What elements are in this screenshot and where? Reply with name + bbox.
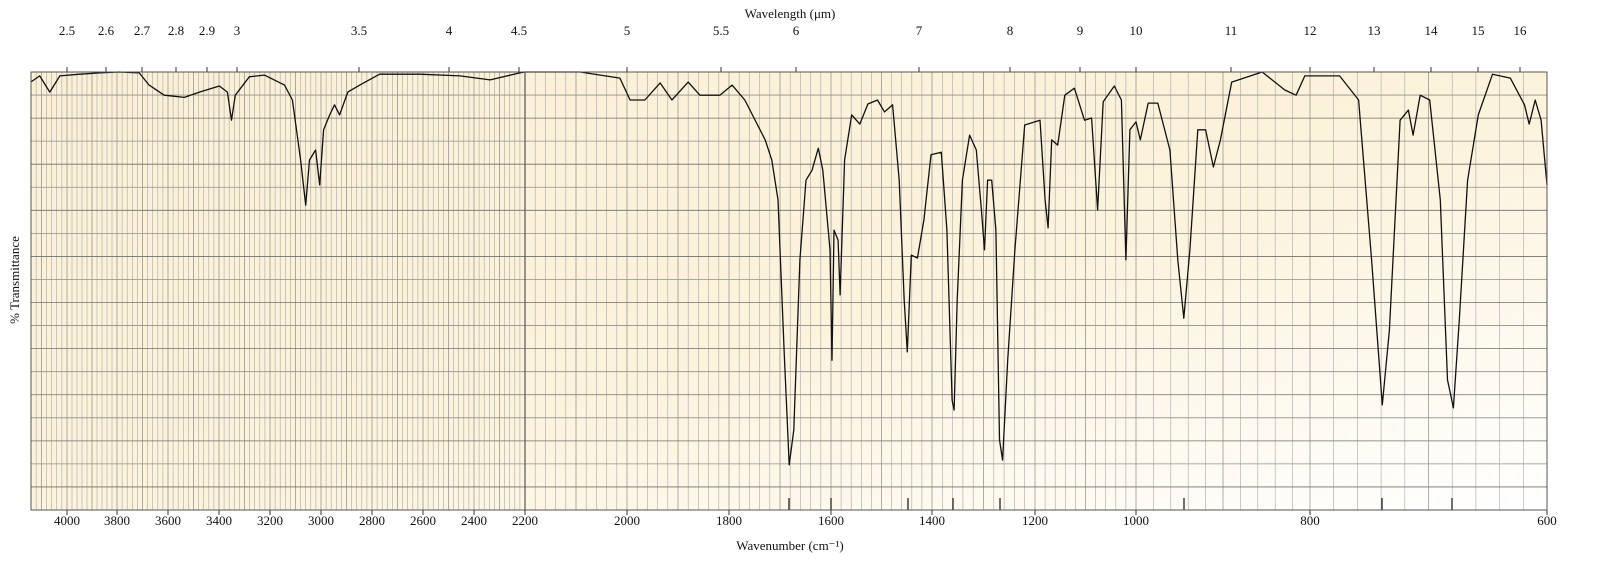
x-tick-label: 2000 xyxy=(614,513,640,528)
x-tick-label: 2200 xyxy=(512,513,538,528)
x-tick-label: 2400 xyxy=(461,513,487,528)
top-tick-label: 3.5 xyxy=(351,23,367,38)
top-tick-label: 5.5 xyxy=(713,23,729,38)
x-tick-label: 3600 xyxy=(155,513,181,528)
x-tick-label: 3000 xyxy=(308,513,334,528)
top-tick-label: 16 xyxy=(1514,23,1528,38)
top-tick-label: 8 xyxy=(1007,23,1014,38)
y-axis-title: % Transmittance xyxy=(7,236,22,324)
top-tick-label: 3 xyxy=(234,23,241,38)
x-tick-label: 4000 xyxy=(54,513,80,528)
top-tick-label: 6 xyxy=(793,23,800,38)
x-tick-label: 800 xyxy=(1300,513,1320,528)
top-tick-label: 11 xyxy=(1225,23,1238,38)
top-tick-label: 2.5 xyxy=(59,23,75,38)
spectrum-line xyxy=(30,71,1548,466)
top-axis-title: Wavelength (μm) xyxy=(745,6,836,21)
plot-background xyxy=(31,72,1547,510)
x-tick-label: 1800 xyxy=(716,513,742,528)
top-tick-label: 7 xyxy=(916,23,923,38)
top-tick-label: 5 xyxy=(624,23,631,38)
x-tick-label: 3800 xyxy=(104,513,130,528)
top-tick-label: 4.5 xyxy=(511,23,527,38)
top-tick-label: 14 xyxy=(1425,23,1439,38)
top-tick-label: 13 xyxy=(1368,23,1381,38)
top-tick-label: 2.7 xyxy=(134,23,151,38)
top-tick-label: 2.6 xyxy=(98,23,115,38)
top-tick-label: 4 xyxy=(446,23,453,38)
top-tick-label: 2.8 xyxy=(168,23,184,38)
plot-frame xyxy=(30,71,1548,511)
x-tick-label: 1000 xyxy=(1123,513,1149,528)
x-tick-label: 2600 xyxy=(410,513,436,528)
x-tick-label: 1600 xyxy=(818,513,844,528)
top-tick-label: 12 xyxy=(1304,23,1317,38)
top-tick-label: 2.9 xyxy=(199,23,215,38)
marks xyxy=(30,67,1548,515)
x-axis-title: Wavenumber (cm⁻¹) xyxy=(736,538,844,553)
x-tick-label: 2800 xyxy=(359,513,385,528)
top-tick-label: 9 xyxy=(1077,23,1084,38)
top-tick-label: 15 xyxy=(1472,23,1485,38)
x-tick-label: 1400 xyxy=(919,513,945,528)
x-tick-label: 600 xyxy=(1537,513,1557,528)
x-tick-label: 3400 xyxy=(206,513,232,528)
x-tick-label: 3200 xyxy=(257,513,283,528)
x-tick-label: 1200 xyxy=(1022,513,1048,528)
top-tick-label: 10 xyxy=(1130,23,1143,38)
